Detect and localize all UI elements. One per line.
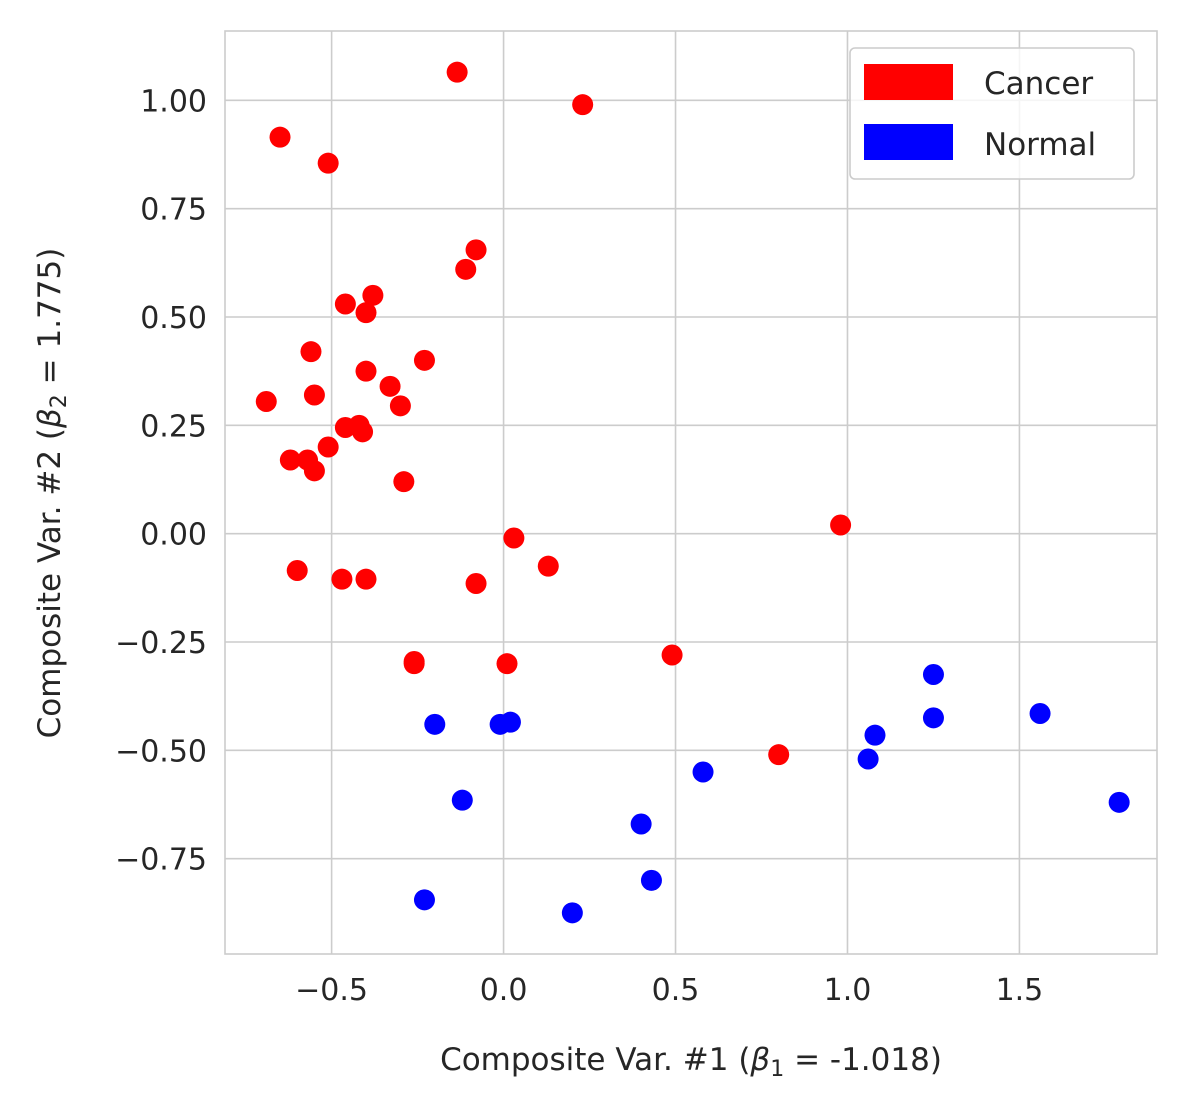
x-axis-label-symbol: β bbox=[749, 1042, 770, 1078]
point-cancer bbox=[537, 555, 559, 577]
point-normal bbox=[1108, 791, 1130, 813]
y-axis-label-suffix: = 1.775) bbox=[32, 248, 68, 395]
point-cancer bbox=[661, 644, 683, 666]
point-cancer bbox=[362, 284, 384, 306]
legend-label-cancer: Cancer bbox=[984, 66, 1093, 102]
point-normal bbox=[857, 748, 879, 770]
point-normal bbox=[561, 902, 583, 924]
point-cancer bbox=[303, 384, 325, 406]
x-axis-label-subscript: 1 bbox=[770, 1057, 784, 1082]
y-tick-label: −0.25 bbox=[115, 626, 207, 661]
y-tick-label: 1.00 bbox=[140, 84, 207, 119]
point-cancer bbox=[317, 152, 339, 174]
point-cancer bbox=[768, 744, 790, 766]
x-tick-label: 1.0 bbox=[824, 973, 872, 1008]
x-tick-label: 0.0 bbox=[480, 973, 528, 1008]
point-cancer bbox=[303, 460, 325, 482]
y-tick-labels: 1.00 0.75 0.50 0.25 0.00 −0.25 −0.50 −0.75 bbox=[115, 84, 207, 877]
y-tick-label: −0.50 bbox=[115, 734, 207, 769]
point-cancer bbox=[331, 568, 353, 590]
legend-swatch-normal bbox=[864, 124, 953, 160]
y-axis-label: Composite Var. #2 (β2 = 1.775) bbox=[32, 248, 72, 739]
point-cancer bbox=[317, 436, 339, 458]
x-axis-label: Composite Var. #1 (β1 = -1.018) bbox=[440, 1042, 942, 1082]
point-normal bbox=[630, 813, 652, 835]
point-cancer bbox=[465, 573, 487, 594]
grid-lines bbox=[225, 31, 1157, 954]
point-cancer bbox=[413, 349, 435, 371]
point-normal bbox=[499, 711, 521, 733]
legend: Cancer Normal bbox=[849, 47, 1135, 180]
point-normal bbox=[413, 889, 435, 911]
point-cancer bbox=[496, 653, 518, 675]
x-axis-label-prefix: Composite Var. #1 ( bbox=[440, 1042, 750, 1078]
y-axis-label-prefix: Composite Var. #2 ( bbox=[32, 428, 68, 738]
point-cancer bbox=[355, 568, 377, 590]
point-cancer bbox=[269, 126, 291, 148]
point-normal bbox=[451, 789, 473, 811]
point-cancer bbox=[572, 94, 594, 116]
y-tick-label: 0.25 bbox=[140, 409, 207, 444]
y-tick-label: −0.75 bbox=[115, 843, 207, 878]
point-cancer bbox=[830, 514, 852, 536]
point-normal bbox=[1029, 703, 1051, 724]
point-cancer bbox=[393, 471, 415, 493]
point-cancer bbox=[352, 421, 374, 443]
plot-frame bbox=[224, 30, 1158, 955]
y-tick-label: 0.50 bbox=[140, 301, 207, 336]
x-tick-label: −0.5 bbox=[295, 973, 368, 1008]
y-tick-label: 0.00 bbox=[140, 518, 207, 553]
point-cancer bbox=[403, 653, 425, 675]
point-cancer bbox=[355, 302, 377, 324]
y-axis-label-subscript: 2 bbox=[47, 394, 72, 408]
y-axis-label-symbol: β bbox=[32, 408, 68, 429]
point-cancer bbox=[446, 61, 468, 83]
point-cancer bbox=[300, 341, 322, 363]
x-axis-label-suffix: = -1.018) bbox=[784, 1042, 942, 1078]
data-points bbox=[255, 61, 1130, 924]
point-normal bbox=[864, 724, 886, 746]
point-normal bbox=[640, 869, 662, 891]
x-tick-label: 1.5 bbox=[996, 973, 1044, 1008]
point-cancer bbox=[286, 560, 308, 581]
y-tick-label: 0.75 bbox=[140, 193, 207, 228]
point-cancer bbox=[355, 360, 377, 382]
point-cancer bbox=[465, 239, 487, 261]
point-normal bbox=[424, 713, 446, 735]
point-normal bbox=[922, 707, 944, 729]
point-cancer bbox=[279, 449, 301, 471]
legend-label-normal: Normal bbox=[984, 127, 1096, 163]
point-cancer bbox=[389, 395, 411, 417]
point-normal bbox=[922, 664, 944, 685]
x-tick-labels: −0.5 0.0 0.5 1.0 1.5 bbox=[295, 973, 1043, 1008]
point-cancer bbox=[255, 391, 277, 412]
point-cancer bbox=[455, 258, 477, 280]
x-tick-label: 0.5 bbox=[652, 973, 700, 1008]
point-cancer bbox=[334, 293, 356, 315]
point-normal bbox=[692, 761, 714, 783]
legend-swatch-cancer bbox=[864, 64, 953, 100]
point-cancer bbox=[503, 527, 525, 549]
point-cancer bbox=[379, 375, 401, 397]
